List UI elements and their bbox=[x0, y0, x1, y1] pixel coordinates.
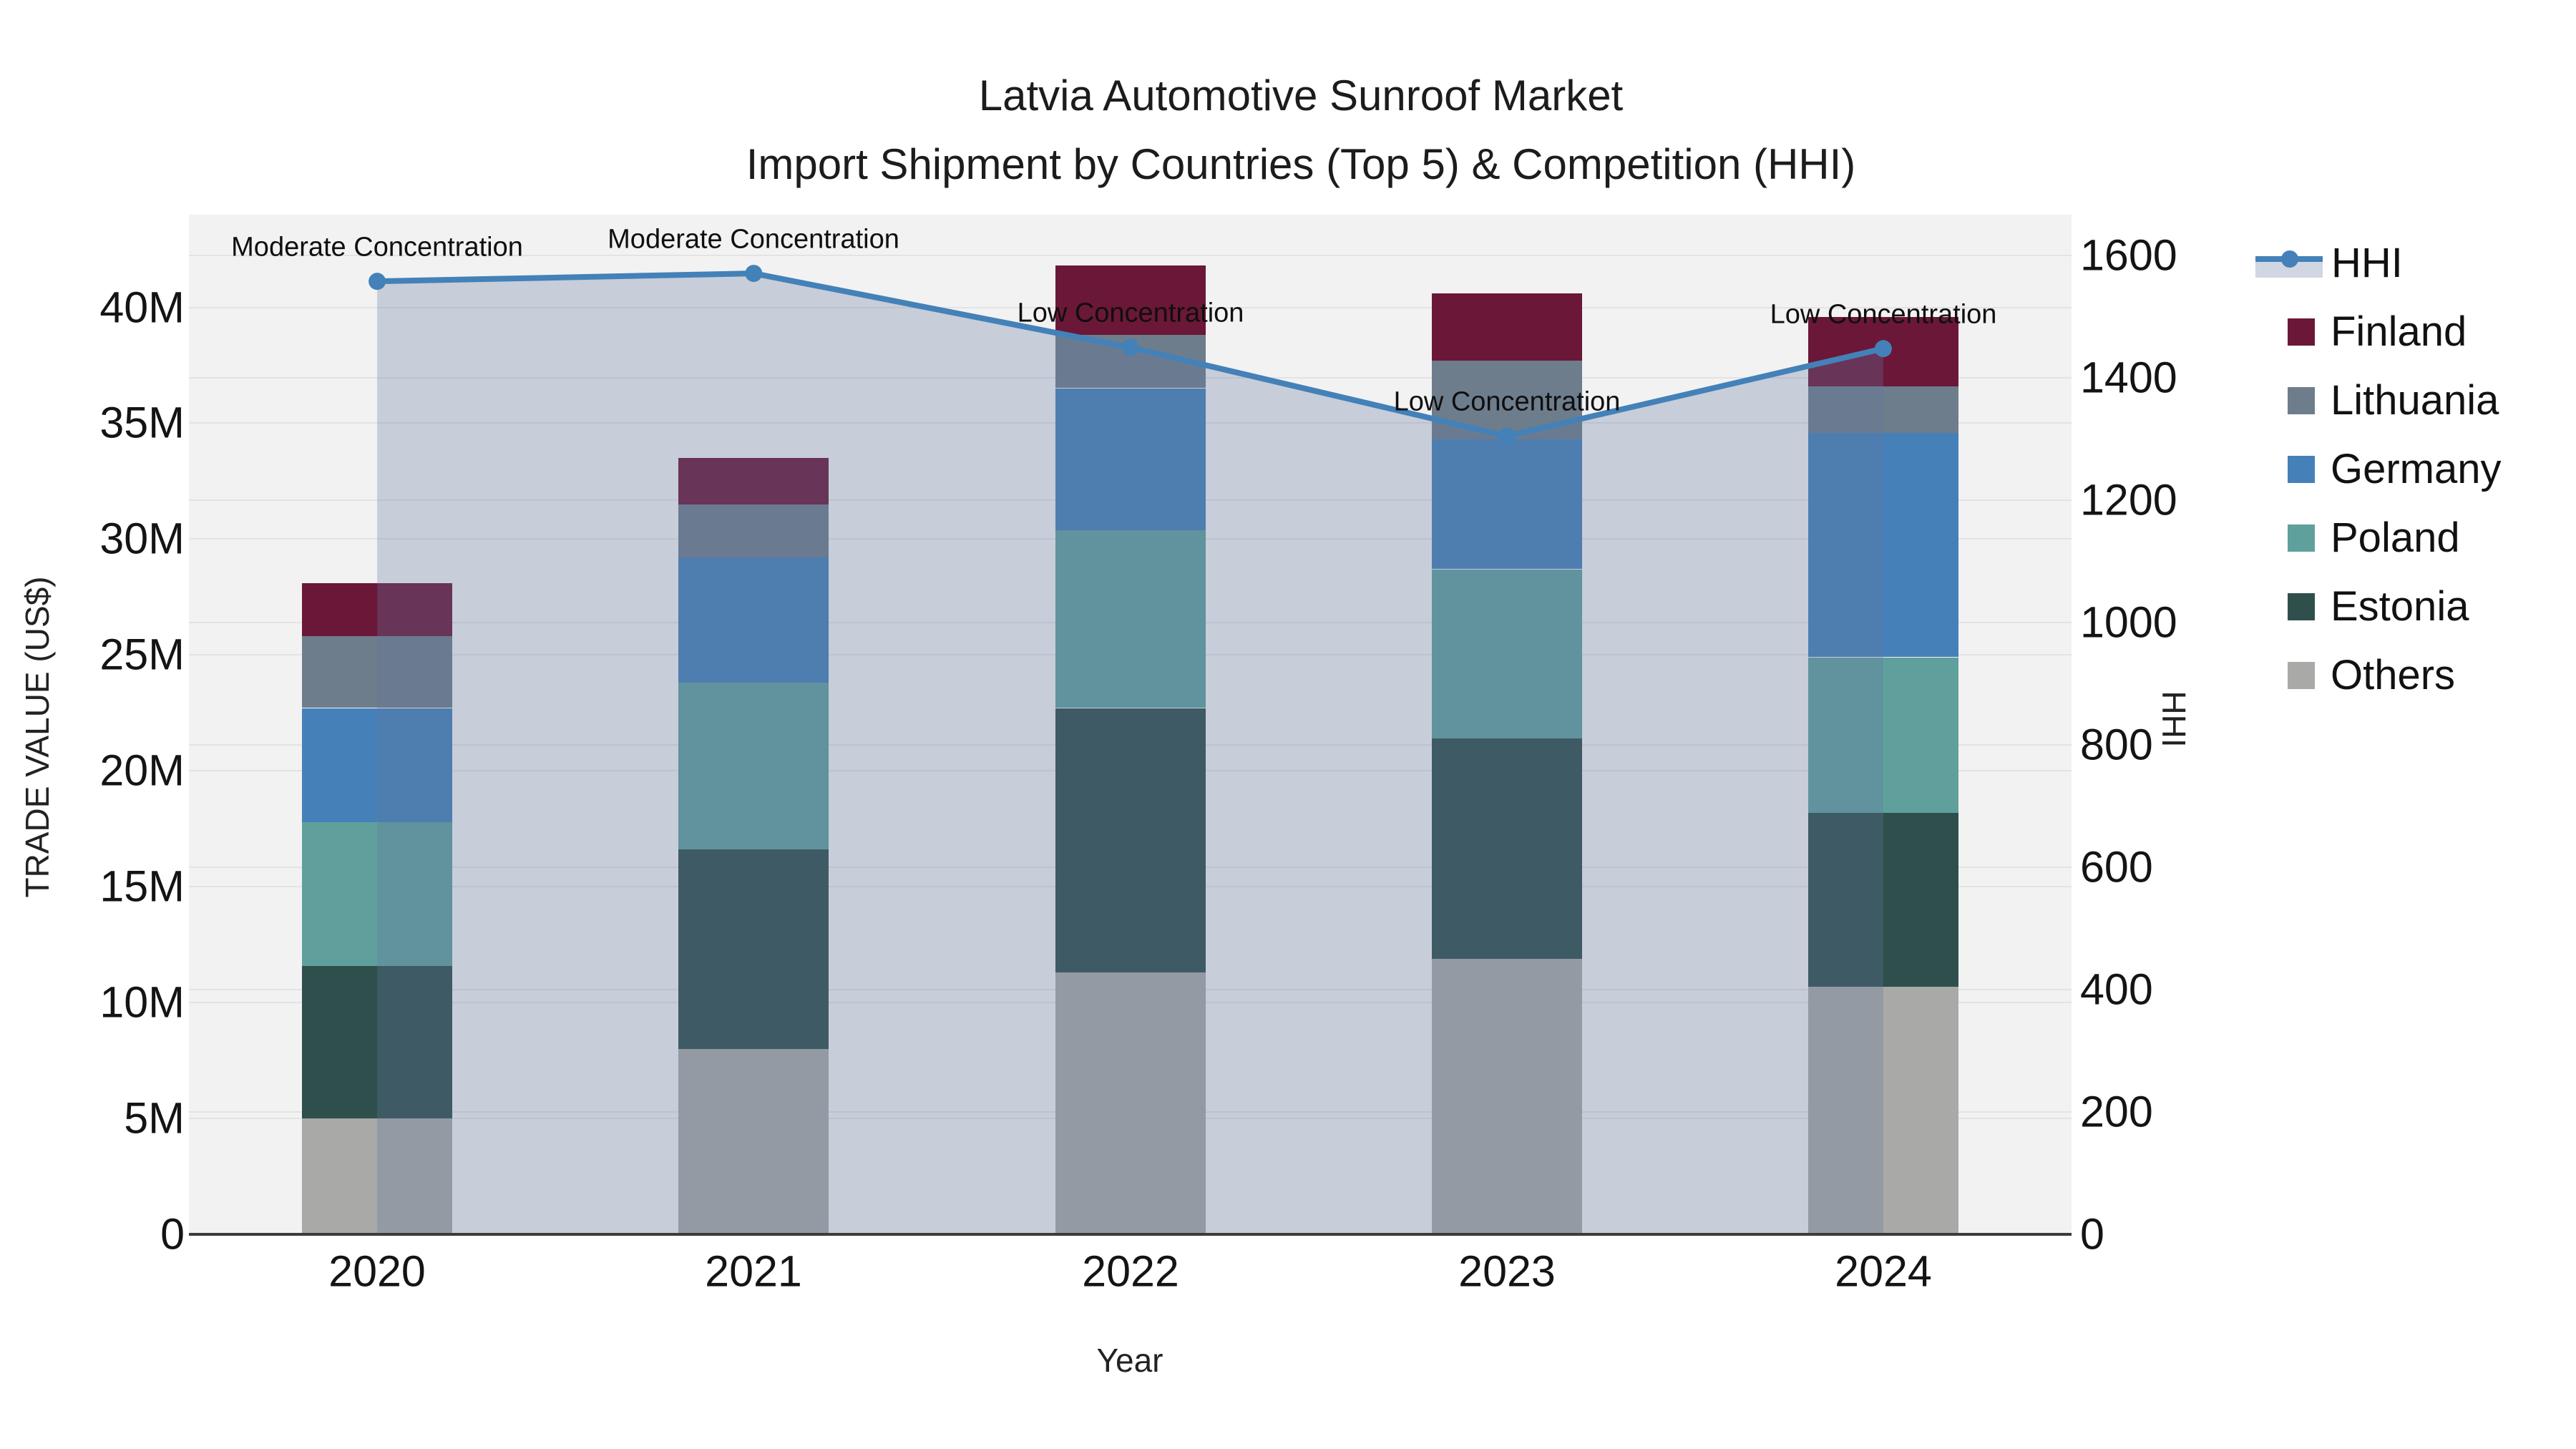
legend-item-finland[interactable]: Finland bbox=[2255, 311, 2467, 353]
legend-swatch-poland-icon bbox=[2288, 525, 2315, 552]
bar-segment-lithuania-2021[interactable] bbox=[678, 504, 829, 557]
legend-swatch-germany-icon bbox=[2288, 456, 2315, 483]
y-right-tick-200: 200 bbox=[2080, 1087, 2153, 1136]
y-right-tick-0: 0 bbox=[2080, 1209, 2104, 1259]
legend-item-estonia[interactable]: Estonia bbox=[2255, 586, 2469, 628]
y-axis-right-title: HHI bbox=[2155, 691, 2192, 748]
annotation-2020: Moderate Concentration bbox=[231, 232, 523, 263]
legend-label-germany: Germany bbox=[2331, 446, 2502, 492]
bar-segment-poland-2022[interactable] bbox=[1055, 530, 1206, 708]
bar-segment-finland-2022[interactable] bbox=[1055, 265, 1206, 335]
y-left-tick-35M: 35M bbox=[99, 398, 185, 447]
y-left-tick-30M: 30M bbox=[99, 514, 185, 563]
legend-label-finland: Finland bbox=[2331, 308, 2467, 355]
bar-segment-germany-2022[interactable] bbox=[1055, 389, 1206, 530]
y-right-tick-1200: 1200 bbox=[2080, 475, 2177, 525]
bar-segment-germany-2021[interactable] bbox=[678, 557, 829, 683]
legend-swatch-others-icon bbox=[2288, 662, 2315, 689]
bar-segment-finland-2020[interactable] bbox=[302, 583, 452, 636]
hhi-svg bbox=[369, 265, 1892, 1234]
annotation-2021: Moderate Concentration bbox=[608, 224, 899, 255]
y-left-tick-0: 0 bbox=[160, 1209, 185, 1259]
chart-title: Latvia Automotive Sunroof Market Import … bbox=[746, 62, 1856, 199]
chart-title-line1: Latvia Automotive Sunroof Market bbox=[978, 72, 1624, 119]
hhi-marker-2023[interactable] bbox=[1498, 427, 1516, 445]
y-right-tick-400: 400 bbox=[2080, 965, 2153, 1014]
y-left-tick-10M: 10M bbox=[99, 977, 185, 1027]
bar-segment-estonia-2023[interactable] bbox=[1432, 738, 1582, 959]
bar-segment-estonia-2021[interactable] bbox=[678, 849, 829, 1049]
x-tick-2020: 2020 bbox=[328, 1246, 426, 1296]
annotation-2023: Low Concentration bbox=[1393, 386, 1621, 417]
y-left-tick-25M: 25M bbox=[99, 630, 185, 679]
legend-swatch-estonia-icon bbox=[2288, 593, 2315, 620]
hhi-marker-2020[interactable] bbox=[369, 273, 386, 291]
y-right-tick-1400: 1400 bbox=[2080, 353, 2177, 402]
hhi-line-swatch-icon bbox=[2255, 249, 2323, 278]
bar-segment-others-2024[interactable] bbox=[1808, 986, 1958, 1234]
legend-item-others[interactable]: Others bbox=[2255, 655, 2455, 696]
x-axis-line bbox=[189, 1233, 2072, 1236]
x-tick-2024: 2024 bbox=[1835, 1246, 1932, 1296]
bar-segment-others-2023[interactable] bbox=[1432, 959, 1582, 1234]
legend-label-poland: Poland bbox=[2331, 514, 2460, 561]
legend-label-others: Others bbox=[2331, 652, 2456, 698]
bar-segment-germany-2020[interactable] bbox=[302, 708, 452, 822]
y-right-tick-1600: 1600 bbox=[2080, 230, 2177, 280]
bar-segment-others-2022[interactable] bbox=[1055, 972, 1206, 1234]
bar-segment-others-2021[interactable] bbox=[678, 1049, 829, 1234]
bar-segment-poland-2024[interactable] bbox=[1808, 658, 1958, 813]
bar-segment-finland-2023[interactable] bbox=[1432, 293, 1582, 361]
legend-item-lithuania[interactable]: Lithuania bbox=[2255, 380, 2499, 421]
bar-segment-finland-2021[interactable] bbox=[678, 458, 829, 504]
legend-label-lithuania: Lithuania bbox=[2331, 377, 2499, 424]
bar-segment-others-2020[interactable] bbox=[302, 1118, 452, 1234]
x-tick-2022: 2022 bbox=[1082, 1246, 1179, 1296]
bar-segment-lithuania-2020[interactable] bbox=[302, 636, 452, 708]
x-axis-title: Year bbox=[1096, 1342, 1163, 1379]
y-left-tick-15M: 15M bbox=[99, 862, 185, 911]
y-axis-left-title: TRADE VALUE (US$) bbox=[19, 576, 56, 898]
bar-segment-estonia-2020[interactable] bbox=[302, 965, 452, 1118]
y-left-tick-5M: 5M bbox=[124, 1093, 185, 1143]
legend-item-hhi[interactable]: HHI bbox=[2255, 243, 2403, 284]
legend-label-hhi: HHI bbox=[2331, 240, 2403, 286]
legend-swatch-finland-icon bbox=[2288, 318, 2315, 346]
bar-segment-estonia-2024[interactable] bbox=[1808, 813, 1958, 987]
x-tick-2021: 2021 bbox=[705, 1246, 802, 1296]
hhi-area-fill bbox=[377, 273, 1883, 1234]
bar-segment-lithuania-2024[interactable] bbox=[1808, 386, 1958, 433]
legend-label-estonia: Estonia bbox=[2331, 583, 2469, 630]
y-right-tick-600: 600 bbox=[2080, 842, 2153, 892]
chart-title-line2: Import Shipment by Countries (Top 5) & C… bbox=[746, 140, 1856, 188]
bar-segment-germany-2024[interactable] bbox=[1808, 432, 1958, 657]
bar-segment-poland-2023[interactable] bbox=[1432, 570, 1582, 738]
annotation-2022: Low Concentration bbox=[1017, 298, 1244, 328]
legend-swatch-lithuania-icon bbox=[2288, 387, 2315, 414]
bar-segment-poland-2021[interactable] bbox=[678, 683, 829, 849]
hhi-line-layer bbox=[189, 215, 2072, 1234]
y-right-tick-1000: 1000 bbox=[2080, 597, 2177, 647]
bar-segment-germany-2023[interactable] bbox=[1432, 439, 1582, 569]
gridline-right-1600 bbox=[189, 255, 2072, 256]
legend-item-poland[interactable]: Poland bbox=[2255, 517, 2460, 559]
hhi-marker-2022[interactable] bbox=[1121, 338, 1139, 356]
legend-item-germany[interactable]: Germany bbox=[2255, 449, 2502, 490]
y-left-tick-40M: 40M bbox=[99, 283, 185, 332]
x-tick-2023: 2023 bbox=[1458, 1246, 1556, 1296]
hhi-dot-mark bbox=[2281, 250, 2298, 268]
hhi-marker-2021[interactable] bbox=[745, 265, 763, 283]
bar-segment-estonia-2022[interactable] bbox=[1055, 708, 1206, 972]
y-left-tick-20M: 20M bbox=[99, 746, 185, 795]
bar-segment-poland-2020[interactable] bbox=[302, 822, 452, 966]
annotation-2024: Low Concentration bbox=[1770, 299, 1997, 330]
hhi-marker-2024[interactable] bbox=[1874, 340, 1892, 358]
y-right-tick-800: 800 bbox=[2080, 720, 2153, 769]
